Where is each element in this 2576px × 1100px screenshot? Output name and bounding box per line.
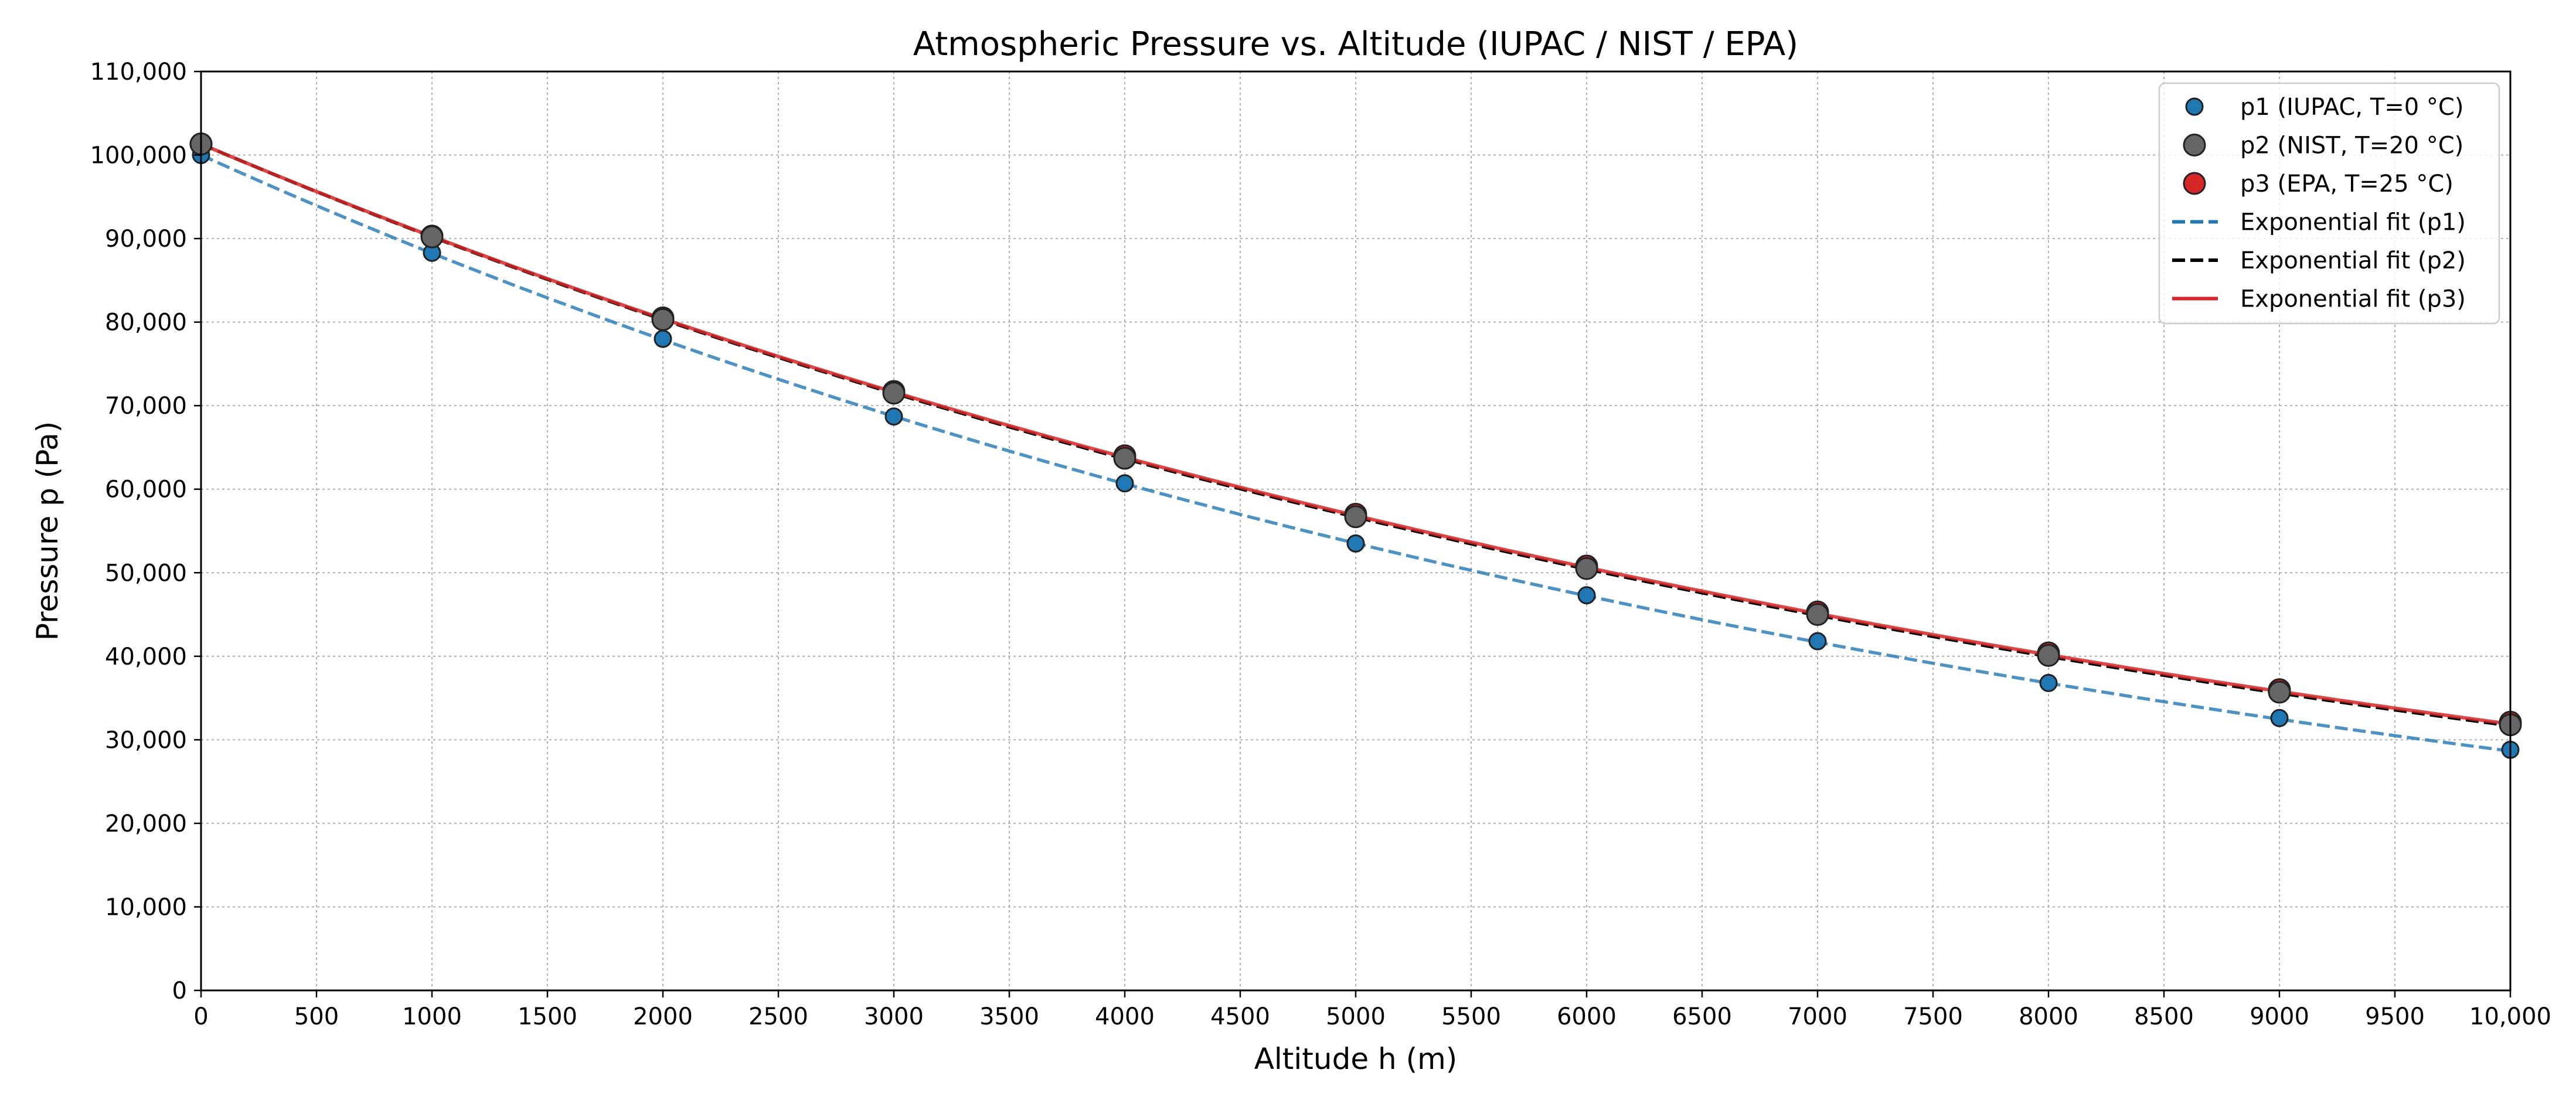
data-point-p2 xyxy=(2037,643,2060,667)
y-tick-label: 60,000 xyxy=(105,476,187,503)
x-tick-label: 1000 xyxy=(402,1003,462,1030)
x-tick-label: 9000 xyxy=(2250,1003,2309,1030)
y-tick-label: 0 xyxy=(172,978,187,1004)
y-tick-label: 50,000 xyxy=(105,560,187,587)
y-tick-label: 110,000 xyxy=(90,59,187,86)
legend-label: Exponential fit (p2) xyxy=(2240,247,2466,274)
chart-title: Atmospheric Pressure vs. Altitude (IUPAC… xyxy=(913,25,1798,63)
legend-label: p1 (IUPAC, T=0 °C) xyxy=(2240,94,2463,121)
x-tick-label: 7500 xyxy=(1903,1003,1963,1030)
legend-label: p3 (EPA, T=25 °C) xyxy=(2240,171,2454,197)
legend: p1 (IUPAC, T=0 °C) p2 (NIST, T=20 °C) p3 (… xyxy=(2158,82,2500,325)
x-tick-label: 9500 xyxy=(2365,1003,2425,1030)
data-point-p1 xyxy=(2270,709,2289,727)
data-point-p2 xyxy=(1113,447,1136,470)
data-point-p2 xyxy=(1575,557,1598,580)
fit-line-2 xyxy=(200,142,2511,728)
legend-label: p2 (NIST, T=20 °C) xyxy=(2240,132,2463,159)
y-tick-label: 20,000 xyxy=(105,810,187,837)
y-tick-label: 40,000 xyxy=(105,643,187,670)
x-tick-label: 1500 xyxy=(518,1003,577,1030)
legend-marker xyxy=(2183,172,2206,195)
x-tick-label: 3000 xyxy=(864,1003,924,1030)
data-point-p2 xyxy=(1806,603,1829,626)
x-tick-label: 6000 xyxy=(1557,1003,1617,1030)
x-tick-label: 2000 xyxy=(633,1003,693,1030)
y-tick-label: 10,000 xyxy=(105,894,187,921)
data-point-p2 xyxy=(882,382,906,405)
data-point-p1 xyxy=(884,407,903,426)
y-axis-label: Pressure p (Pa) xyxy=(30,421,64,641)
y-tick-label: 90,000 xyxy=(105,226,187,253)
y-tick-label: 30,000 xyxy=(105,727,187,754)
x-tick-label: 10,000 xyxy=(2469,1003,2551,1030)
x-tick-label: 3500 xyxy=(979,1003,1039,1030)
x-tick-label: 5500 xyxy=(1441,1003,1501,1030)
data-point-p1 xyxy=(2039,673,2058,692)
data-point-p2 xyxy=(651,308,675,331)
legend-label: Exponential fit (p3) xyxy=(2240,286,2466,313)
data-points xyxy=(189,132,2522,759)
data-point-p1 xyxy=(654,329,672,348)
legend-marker xyxy=(2185,97,2204,116)
x-tick-label: 6500 xyxy=(1672,1003,1732,1030)
legend-box xyxy=(2158,82,2500,325)
legend-label: Exponential fit (p1) xyxy=(2240,209,2466,236)
x-tick-label: 4000 xyxy=(1095,1003,1155,1030)
data-point-p2 xyxy=(1344,505,1367,529)
data-point-p1 xyxy=(1808,632,1827,651)
data-point-p2 xyxy=(2268,680,2291,704)
y-tick-label: 70,000 xyxy=(105,393,187,420)
x-tick-label: 8500 xyxy=(2134,1003,2194,1030)
y-tick-label: 100,000 xyxy=(90,142,187,169)
legend-marker xyxy=(2183,134,2206,156)
data-point-p1 xyxy=(1577,586,1596,605)
data-point-p1 xyxy=(1115,474,1134,493)
axis-ticks: 0 500 1000 1500 2000 2500 3000 3500 4000 4500 5000… xyxy=(90,59,2551,1030)
x-axis-label: Altitude h (m) xyxy=(1254,1042,1458,1076)
x-tick-label: 7000 xyxy=(1788,1003,1847,1030)
x-tick-label: 2500 xyxy=(748,1003,808,1030)
data-point-p1 xyxy=(1346,534,1365,553)
y-tick-label: 80,000 xyxy=(105,309,187,336)
data-point-p2 xyxy=(420,225,444,248)
x-tick-label: 0 xyxy=(193,1003,208,1030)
x-tick-label: 500 xyxy=(294,1003,339,1030)
x-tick-label: 4500 xyxy=(1210,1003,1270,1030)
x-tick-label: 8000 xyxy=(2019,1003,2078,1030)
x-tick-label: 5000 xyxy=(1326,1003,1386,1030)
